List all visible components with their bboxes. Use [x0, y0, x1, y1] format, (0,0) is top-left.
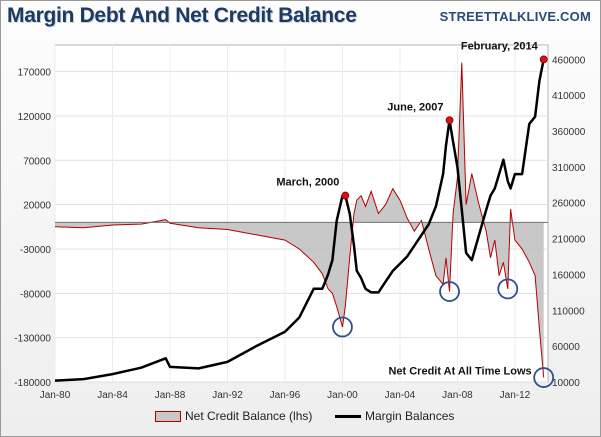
source-label: STREETTALKLIVE.COM — [439, 9, 591, 24]
left-tick-label: 120000 — [18, 112, 52, 123]
left-tick-label: -30000 — [20, 245, 52, 256]
peak-marker — [539, 55, 548, 64]
x-tick-label: Jan-88 — [155, 390, 186, 401]
x-tick-label: Jan-80 — [40, 390, 71, 401]
margin-line — [54, 59, 545, 382]
legend-label-margin: Margin Balances — [365, 409, 455, 423]
legend-label-net-credit: Net Credit Balance (lhs) — [185, 409, 313, 423]
annotation-label: February, 2014 — [461, 40, 539, 52]
net-credit-edge — [54, 62, 545, 378]
right-tick-label: 360000 — [552, 127, 586, 138]
low-circle — [533, 367, 555, 388]
peak-marker — [445, 116, 454, 125]
right-tick-label: 160000 — [552, 270, 586, 281]
right-tick-label: 460000 — [552, 55, 586, 66]
right-tick-label: 210000 — [552, 235, 586, 246]
axis-ticks: 170000 120000 70000 20000 -30000 -80000 -13000… — [14, 55, 586, 401]
right-tick-label: 10000 — [552, 378, 580, 389]
margin-balance-line — [54, 59, 545, 382]
right-tick-label: 60000 — [552, 342, 580, 353]
annotation-label: March, 2000 — [276, 177, 339, 189]
legend: Net Credit Balance (lhs) Margin Balances — [0, 407, 601, 429]
x-tick-label: Jan-84 — [97, 390, 128, 401]
peak-marker — [341, 191, 350, 200]
annotation-label: Net Credit At All Time Lows — [388, 366, 531, 378]
low-circle — [332, 316, 353, 338]
left-tick-label: -130000 — [14, 334, 51, 345]
left-tick-label: -180000 — [14, 378, 51, 389]
left-tick-label: 170000 — [18, 68, 52, 79]
x-tick-label: Jan-04 — [385, 390, 416, 401]
x-tick-label: Jan-08 — [442, 390, 473, 401]
low-circle — [497, 278, 519, 300]
annotation-label: June, 2007 — [387, 101, 443, 113]
chart-title: Margin Debt And Net Credit Balance — [7, 4, 357, 27]
right-tick-label: 310000 — [552, 163, 586, 174]
right-tick-label: 110000 — [552, 306, 585, 317]
legend-item-net-credit: Net Credit Balance (lhs) — [155, 409, 312, 423]
x-tick-label: Jan-92 — [212, 390, 243, 401]
left-tick-label: -80000 — [20, 289, 52, 300]
legend-swatch-area — [155, 410, 181, 422]
legend-item-margin: Margin Balances — [335, 409, 454, 423]
legend-swatch-line — [335, 414, 361, 418]
right-tick-label: 410000 — [552, 91, 586, 102]
net-credit-area — [54, 62, 548, 378]
x-tick-label: Jan-12 — [500, 390, 531, 401]
right-tick-label: 260000 — [552, 199, 586, 210]
left-tick-label: 70000 — [23, 156, 51, 167]
annotations: March, 2000 June, 2007 February, 2014 Net C… — [276, 40, 555, 388]
x-tick-label: Jan-96 — [270, 390, 301, 401]
x-tick-label: Jan-00 — [327, 390, 358, 401]
low-circle — [439, 281, 460, 302]
left-tick-label: 20000 — [23, 201, 51, 212]
